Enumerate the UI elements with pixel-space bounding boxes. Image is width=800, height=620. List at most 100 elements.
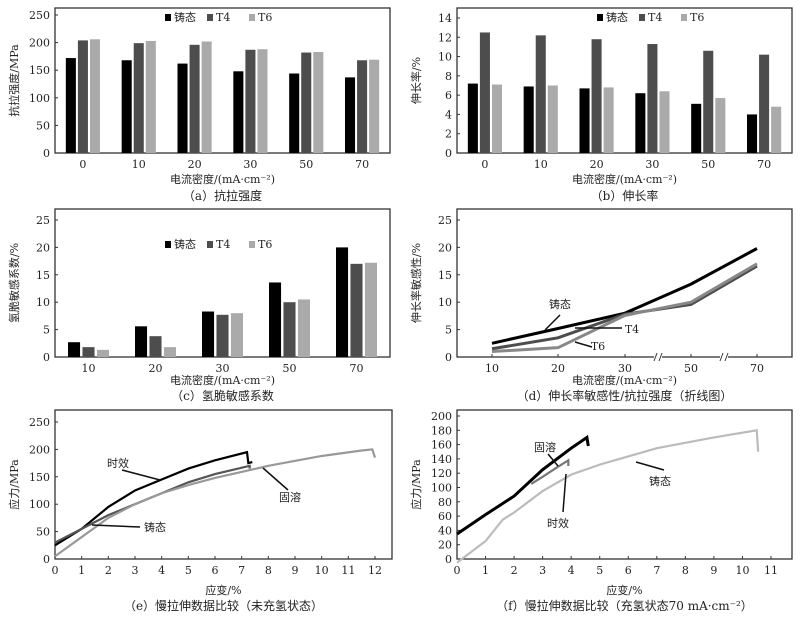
bar-a-1-0 bbox=[77, 40, 88, 153]
y-tick-label: 0 bbox=[43, 147, 50, 160]
x-axis-label: 电流密度/(mA·cm⁻²) bbox=[572, 172, 677, 186]
bar-a-0-0 bbox=[65, 58, 76, 153]
y-tick-label: 20 bbox=[438, 539, 452, 552]
x-tick-label: 4 bbox=[158, 564, 165, 577]
bar-b-1-0 bbox=[479, 32, 490, 153]
curve-e-0 bbox=[54, 450, 253, 547]
legend-label: 铸态 bbox=[174, 10, 196, 24]
plot-frame bbox=[456, 409, 793, 560]
axis-break-mark bbox=[724, 352, 729, 362]
bar-b-2-0 bbox=[491, 84, 503, 153]
y-tick-label: 0 bbox=[43, 553, 50, 566]
x-tick-label: 50 bbox=[283, 362, 297, 375]
panel-caption: （e）慢拉伸数据比较（未充氢状态） bbox=[124, 598, 323, 613]
bar-a-2-2 bbox=[201, 41, 212, 153]
y-tick-label: 15 bbox=[36, 269, 50, 282]
legend-swatch bbox=[165, 241, 171, 248]
y-tick-label: 12 bbox=[438, 31, 452, 44]
series-annotation-label: 铸态 bbox=[549, 297, 571, 311]
bar-c-0-1 bbox=[134, 326, 148, 357]
bar-a-2-1 bbox=[145, 40, 156, 153]
bar-a-0-3 bbox=[233, 71, 244, 153]
y-tick-label: 50 bbox=[36, 526, 50, 539]
x-tick-label: 50 bbox=[684, 362, 698, 375]
bar-c-0-3 bbox=[268, 282, 282, 357]
y-tick-label: 25 bbox=[36, 214, 50, 227]
x-tick-label: 30 bbox=[618, 362, 632, 375]
x-tick-label: 0 bbox=[481, 158, 488, 171]
series-annotation-label: T4 bbox=[625, 323, 639, 336]
bar-c-0-2 bbox=[201, 311, 215, 357]
y-tick-label: 100 bbox=[29, 92, 50, 105]
panel-caption: （a）抗拉强度 bbox=[183, 188, 262, 203]
bar-c-0-0 bbox=[67, 342, 81, 357]
x-tick-label: 9 bbox=[710, 564, 717, 577]
line-series-d-2 bbox=[491, 262, 758, 354]
y-tick-label: 5 bbox=[43, 324, 50, 337]
annotation-leader bbox=[635, 461, 665, 471]
legend-swatch bbox=[639, 14, 645, 21]
legend-label: T6 bbox=[258, 238, 272, 251]
panel-caption: （c）氢脆敏感系数 bbox=[171, 388, 274, 403]
y-tick-label: 5 bbox=[445, 324, 452, 337]
plot-frame bbox=[456, 7, 793, 154]
y-axis-label: 氢脆敏感系数/% bbox=[7, 243, 21, 323]
x-tick-label: 10 bbox=[132, 158, 146, 171]
y-axis-label: 伸长率敏感性/% bbox=[409, 243, 423, 323]
y-axis-label: 伸长率/% bbox=[409, 57, 423, 104]
annotation-leader bbox=[574, 341, 593, 348]
bar-c-1-4 bbox=[350, 263, 363, 357]
curve-f-1 bbox=[530, 458, 570, 485]
chart-panel-f: 020406080100120140160180200应力/MPa应变/%（f）… bbox=[409, 409, 793, 613]
y-tick-label: 4 bbox=[445, 108, 452, 121]
bar-c-2-1 bbox=[163, 347, 177, 357]
curve-f-2 bbox=[456, 429, 760, 564]
y-axis-label: 应力/MPa bbox=[409, 459, 423, 510]
bar-b-0-1 bbox=[523, 86, 534, 153]
x-tick-label: 0 bbox=[454, 564, 461, 577]
axis-break bbox=[720, 354, 728, 360]
legend-label: T4 bbox=[216, 11, 230, 24]
x-tick-label: 5 bbox=[596, 564, 603, 577]
y-tick-label: 20 bbox=[36, 241, 50, 254]
legend-label: 铸态 bbox=[174, 237, 196, 251]
y-tick-label: 15 bbox=[438, 269, 452, 282]
axis-break-mark bbox=[653, 352, 658, 362]
x-tick-label: 6 bbox=[212, 564, 219, 577]
x-tick-label: 70 bbox=[355, 158, 369, 171]
legend-swatch bbox=[165, 14, 171, 21]
legend-swatch bbox=[249, 14, 255, 21]
line-series-d-1 bbox=[491, 264, 758, 351]
curve-e-2 bbox=[54, 448, 377, 558]
series-annotation-label: 固溶 bbox=[279, 490, 301, 504]
x-tick-label: 7 bbox=[653, 564, 660, 577]
y-tick-label: 160 bbox=[431, 439, 452, 452]
legend-label: T4 bbox=[216, 238, 230, 251]
bar-a-1-4 bbox=[301, 52, 312, 154]
bar-a-2-3 bbox=[257, 49, 268, 153]
x-tick-label: 11 bbox=[764, 564, 778, 577]
bar-b-2-2 bbox=[603, 87, 614, 153]
y-tick-label: 0 bbox=[445, 553, 452, 566]
chart-panel-b: 0 2 4 6 8 10 12 14 伸长率/% 电流密度/(mA·cm⁻²) （b）伸长率 0 10 2… bbox=[409, 7, 793, 203]
y-tick-label: 120 bbox=[431, 467, 452, 480]
bar-b-1-2 bbox=[591, 39, 602, 153]
x-tick-label: 8 bbox=[682, 564, 689, 577]
bar-a-2-0 bbox=[89, 39, 101, 154]
y-tick-label: 250 bbox=[29, 9, 50, 22]
annotation-leader bbox=[262, 467, 289, 491]
legend-swatch bbox=[207, 14, 213, 21]
y-tick-label: 150 bbox=[29, 64, 50, 77]
x-tick-label: 9 bbox=[292, 564, 299, 577]
annotation-leader bbox=[547, 453, 559, 467]
series-annotation-label: T6 bbox=[591, 340, 605, 353]
y-tick-label: 100 bbox=[431, 482, 452, 495]
bar-b-1-4 bbox=[703, 50, 714, 153]
bar-b-0-3 bbox=[635, 93, 646, 153]
bar-b-2-1 bbox=[547, 85, 558, 153]
x-tick-label: 70 bbox=[750, 362, 764, 375]
y-tick-label: 20 bbox=[438, 241, 452, 254]
bar-c-1-0 bbox=[82, 347, 95, 357]
y-tick-label: 10 bbox=[36, 296, 50, 309]
x-tick-label: 20 bbox=[590, 158, 604, 171]
